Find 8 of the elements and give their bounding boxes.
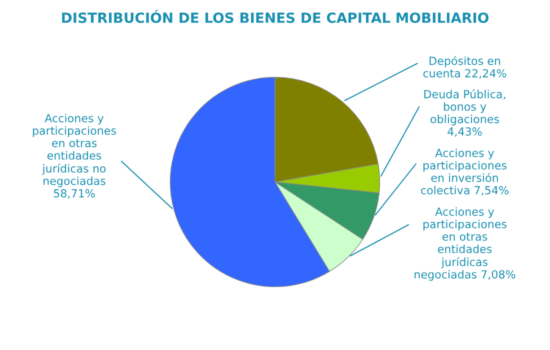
chart-title: DISTRIBUCIÓN DE LOS BIENES DE CAPITAL MOBILIARIO — [62, 10, 488, 23]
slice-label: Acciones y participaciones en otras entidades jurídicas negociadas 7,08% — [414, 207, 516, 281]
slice-label: Acciones y participaciones en inversión colectiva 7,54% — [421, 148, 508, 196]
data-label: 4,43% — [448, 127, 482, 137]
slice-label: Depósitos en cuenta 22,24% — [423, 56, 506, 79]
slice-label: Deuda Pública, bonos y obligaciones — [424, 89, 506, 126]
slice-label: Acciones y participaciones en otras entidades jurídicas no negociadas — [32, 114, 116, 188]
data-label: 58,71% — [54, 189, 95, 199]
